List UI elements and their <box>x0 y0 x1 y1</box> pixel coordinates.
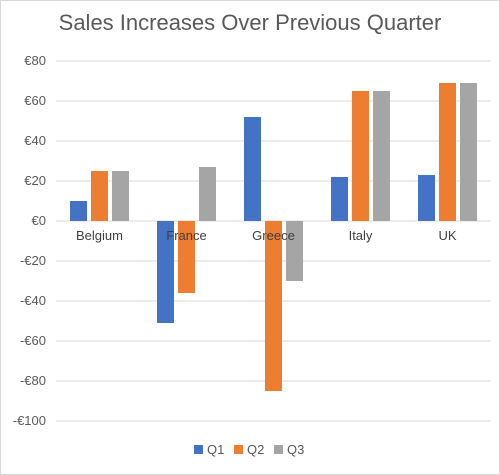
bar-q2-greece <box>265 221 282 391</box>
legend-label-q2: Q2 <box>247 442 264 457</box>
legend-label-q1: Q1 <box>207 442 224 457</box>
legend-label-q3: Q3 <box>287 442 304 457</box>
bar-q1-belgium <box>70 201 87 221</box>
y-tick-label: -€80 <box>20 373 46 388</box>
y-tick-label: €20 <box>24 173 46 188</box>
x-category-label: Italy <box>349 228 373 243</box>
legend-swatch-q3 <box>274 445 283 454</box>
bar-q2-italy <box>352 91 369 221</box>
y-tick-label: €60 <box>24 93 46 108</box>
x-category-label: France <box>166 228 206 243</box>
bar-q3-italy <box>373 91 390 221</box>
chart-title: Sales Increases Over Previous Quarter <box>58 10 442 35</box>
bar-q2-france <box>178 221 195 293</box>
legend-swatch-q2 <box>234 445 243 454</box>
y-tick-label: €0 <box>32 213 46 228</box>
y-tick-label: €80 <box>24 53 46 68</box>
x-category-label: Belgium <box>76 228 123 243</box>
bar-q1-france <box>157 221 174 323</box>
bar-q2-belgium <box>91 171 108 221</box>
bar-q1-italy <box>331 177 348 221</box>
y-tick-label: -€100 <box>13 413 46 428</box>
y-tick-label: €40 <box>24 133 46 148</box>
bar-q3-belgium <box>112 171 129 221</box>
x-category-label: Greece <box>252 228 295 243</box>
y-tick-label: -€20 <box>20 253 46 268</box>
legend-swatch-q1 <box>194 445 203 454</box>
bar-q1-uk <box>418 175 435 221</box>
bar-q3-uk <box>460 83 477 221</box>
bar-q3-france <box>199 167 216 221</box>
bar-q1-greece <box>244 117 261 221</box>
bar-q3-greece <box>286 221 303 281</box>
bar-q2-uk <box>439 83 456 221</box>
y-tick-label: -€60 <box>20 333 46 348</box>
x-category-label: UK <box>438 228 456 243</box>
y-tick-label: -€40 <box>20 293 46 308</box>
